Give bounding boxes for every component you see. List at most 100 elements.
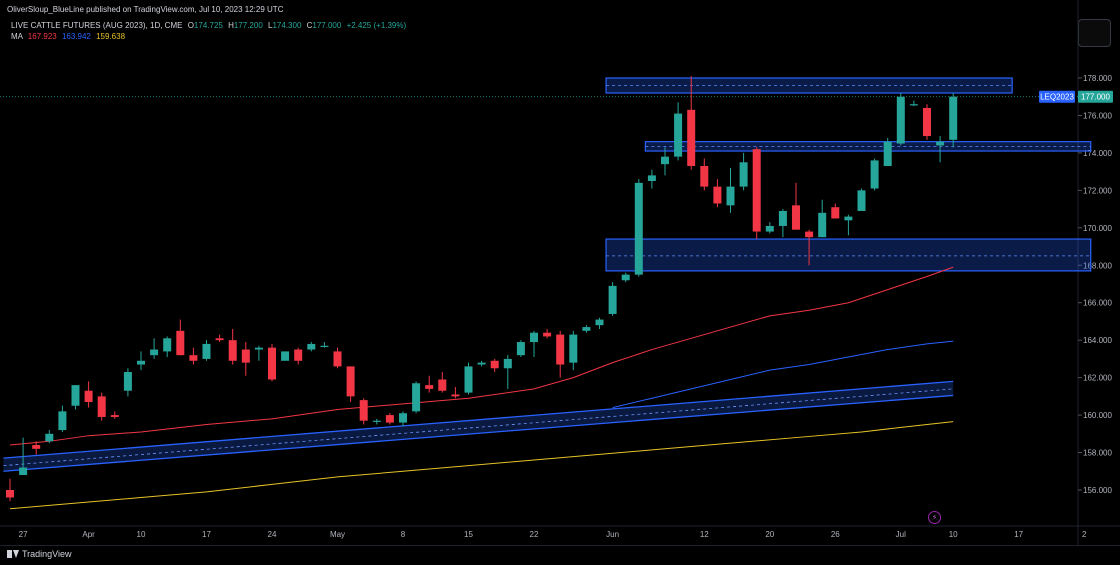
candle xyxy=(320,342,329,348)
candle-body xyxy=(307,343,316,350)
publisher-header: OliverSloup_BlueLine published on Tradin… xyxy=(7,5,284,14)
candle xyxy=(556,330,565,378)
candle-body xyxy=(765,225,774,232)
symbol-tag-box xyxy=(1039,90,1075,103)
candle-body xyxy=(569,334,578,363)
ma-blue-value: 163.942 xyxy=(61,32,91,41)
candle xyxy=(870,158,879,191)
lightning-icon[interactable]: ⚡ xyxy=(928,511,941,524)
footer-bar xyxy=(0,545,1120,565)
candle-body xyxy=(320,345,329,347)
candle-body xyxy=(241,349,250,363)
last-price-label: 177.000 xyxy=(1081,93,1110,102)
y-tick-label: 178.000 xyxy=(1083,74,1112,83)
tradingview-brand: TradingView xyxy=(22,549,72,559)
candle xyxy=(163,336,172,358)
candle-body xyxy=(490,360,499,369)
candle-body xyxy=(713,186,722,204)
candle xyxy=(792,182,800,230)
candle-body xyxy=(110,415,119,417)
candle-body xyxy=(739,162,748,187)
y-tick-label: 160.000 xyxy=(1083,411,1112,420)
candle-body xyxy=(268,347,276,380)
candle xyxy=(490,358,499,373)
candle xyxy=(543,328,552,339)
ma-label: MA xyxy=(11,32,23,41)
candle xyxy=(805,229,814,266)
candle-body xyxy=(464,366,473,393)
candle-body xyxy=(425,385,434,389)
candle xyxy=(176,319,185,356)
candle xyxy=(661,147,669,176)
x-tick-label: 17 xyxy=(1014,530,1023,539)
candle-body xyxy=(634,182,643,275)
candle xyxy=(137,351,145,371)
x-tick-label: 22 xyxy=(530,530,539,539)
candle-body xyxy=(6,490,14,498)
candle-body xyxy=(857,190,866,211)
candle xyxy=(97,392,106,421)
candle xyxy=(58,405,67,432)
candle-body xyxy=(687,109,696,167)
candle-body xyxy=(150,349,159,356)
candle-body xyxy=(778,210,787,226)
candle-body xyxy=(346,366,355,397)
candle xyxy=(883,137,892,167)
channel-upper xyxy=(3,380,954,459)
ma-red-line xyxy=(9,266,954,446)
candle-body xyxy=(595,319,604,326)
candle xyxy=(608,282,617,316)
candle-body xyxy=(582,327,591,331)
channel-mid xyxy=(3,388,954,467)
candle xyxy=(765,222,774,234)
candle-body xyxy=(792,205,800,230)
candle-body xyxy=(647,175,656,181)
candle-body xyxy=(294,349,303,361)
open-value: 174.725 xyxy=(193,21,223,30)
candle xyxy=(32,441,41,455)
candle-body xyxy=(438,379,447,391)
tradingview-logo[interactable]: TradingView xyxy=(7,549,72,559)
candle xyxy=(6,478,14,502)
y-tick-label: 172.000 xyxy=(1083,186,1112,195)
candle-body xyxy=(621,274,630,281)
candle xyxy=(254,345,263,361)
zone-rect xyxy=(605,238,1092,272)
candle xyxy=(949,92,958,148)
candle xyxy=(700,158,709,191)
candle-body xyxy=(818,212,827,238)
candle-body xyxy=(477,362,486,365)
candle-body xyxy=(84,390,93,402)
candle-body xyxy=(45,433,54,442)
candle-body xyxy=(451,394,460,397)
x-tick-label: May xyxy=(330,530,345,539)
candle xyxy=(569,330,578,371)
high-value: 177.200 xyxy=(233,21,263,30)
chart-settings-button[interactable] xyxy=(1078,19,1111,47)
candle xyxy=(307,342,316,352)
close-label: C xyxy=(306,21,313,30)
candle-body xyxy=(19,467,28,476)
candle xyxy=(844,214,853,236)
candle-body xyxy=(385,415,394,423)
candle-body xyxy=(137,360,145,365)
y-tick-label: 166.000 xyxy=(1083,299,1112,308)
ma-blue-line xyxy=(612,340,954,409)
last-price-box xyxy=(1078,90,1113,103)
ma-yellow-line xyxy=(9,421,954,510)
candle-body xyxy=(281,351,290,361)
price-chart[interactable]: 156.000 158.000 160.000 162.000 164.000 166.0… xyxy=(0,0,1120,545)
candle xyxy=(412,381,421,414)
candle xyxy=(477,360,486,367)
candle xyxy=(739,152,748,191)
candle-body xyxy=(530,332,538,343)
x-tick-label: 26 xyxy=(831,530,840,539)
candle xyxy=(726,167,735,213)
x-tick-label: 2 xyxy=(1082,530,1087,539)
x-tick-label: 24 xyxy=(268,530,277,539)
candle-body xyxy=(254,347,263,350)
candle xyxy=(84,381,93,408)
candle xyxy=(333,347,342,369)
candle-body xyxy=(883,141,892,167)
candle-body xyxy=(372,420,381,422)
